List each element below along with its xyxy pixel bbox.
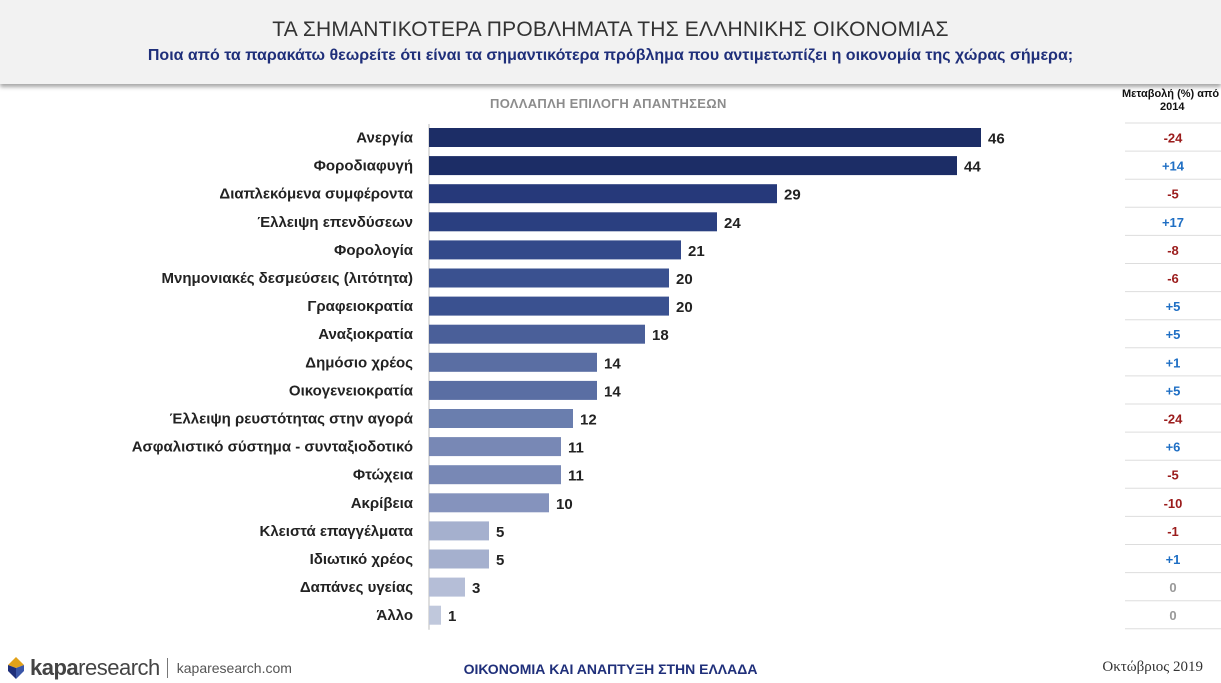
brand-bold: kapa xyxy=(30,655,79,680)
category-label: Ανεργία xyxy=(356,130,414,147)
bar xyxy=(429,156,957,176)
value-label: 44 xyxy=(964,159,981,176)
value-label: 20 xyxy=(676,271,693,288)
change-value-label: -1 xyxy=(1167,524,1179,539)
value-label: 21 xyxy=(688,243,705,260)
change-value-label: -6 xyxy=(1167,271,1179,286)
category-label: Έλλειψη ρευστότητας στην αγορά xyxy=(170,411,414,428)
bar xyxy=(429,268,669,288)
category-label: Γραφειοκρατία xyxy=(307,298,413,315)
category-label: Φτώχεια xyxy=(353,467,414,484)
change-header-line1: Μεταβολή (%) από xyxy=(1122,88,1220,100)
value-label: 5 xyxy=(496,524,504,541)
brand-light: research xyxy=(78,655,160,680)
change-value-label: +1 xyxy=(1166,552,1181,567)
change-value-label: +5 xyxy=(1166,383,1181,398)
header-band xyxy=(0,0,1221,84)
value-label: 18 xyxy=(652,327,669,344)
bar xyxy=(429,409,573,428)
value-label: 29 xyxy=(784,187,801,204)
bar xyxy=(429,380,597,400)
category-label: Δαπάνες υγείας xyxy=(300,579,413,596)
bar xyxy=(429,184,777,204)
value-label: 14 xyxy=(604,383,621,400)
value-label: 11 xyxy=(568,440,584,457)
value-label: 46 xyxy=(988,131,1005,148)
multiple-choice-note: ΠΟΛΛΑΠΛΗ ΕΠΙΛΟΓΗ ΑΠΑΝΤΗΣΕΩΝ xyxy=(490,96,727,111)
value-label: 10 xyxy=(556,496,573,513)
bar xyxy=(429,240,681,260)
category-label: Ασφαλιστικό σύστημα - συνταξιοδοτικό xyxy=(132,439,413,456)
change-value-label: -24 xyxy=(1164,412,1184,427)
category-label: Έλλειψη επενδύσεων xyxy=(257,214,413,231)
brand-logo: kaparesearch kaparesearch.com xyxy=(8,655,292,681)
change-value-label: -5 xyxy=(1167,468,1179,483)
value-label: 1 xyxy=(448,608,456,625)
value-label: 24 xyxy=(724,215,741,232)
bar xyxy=(429,324,645,344)
footer-section-title: ΟΙΚΟΝΟΜΙΑ ΚΑΙ ΑΝΑΠΤΥΞΗ ΣΤΗΝ ΕΛΛΑΔΑ xyxy=(463,661,758,677)
change-value-label: +5 xyxy=(1166,299,1181,314)
category-label: Φοροδιαφυγή xyxy=(314,158,413,175)
category-label: Μνημονιακές δεσμεύσεις (λιτότητα) xyxy=(162,270,413,287)
change-value-label: +17 xyxy=(1162,215,1184,230)
bar xyxy=(429,352,597,372)
logo-separator xyxy=(166,658,168,678)
category-label: Ιδιωτικό χρέος xyxy=(310,551,414,568)
kapa-logo-icon xyxy=(8,657,24,679)
footer-date: Οκτώβριος 2019 xyxy=(1102,659,1203,675)
bar xyxy=(429,493,549,513)
value-label: 14 xyxy=(604,355,621,372)
change-value-label: +1 xyxy=(1166,355,1181,370)
brand-name: kaparesearch xyxy=(30,655,160,681)
bar xyxy=(429,437,561,457)
bar xyxy=(429,128,981,147)
change-value-label: +5 xyxy=(1166,327,1181,342)
change-header-line2: 2014 xyxy=(1160,101,1185,113)
category-label: Αναξιοκρατία xyxy=(318,326,414,343)
change-value-label: 0 xyxy=(1169,580,1176,595)
value-label: 20 xyxy=(676,299,693,316)
change-value-label: +6 xyxy=(1166,440,1181,455)
bar xyxy=(429,465,561,485)
value-label: 11 xyxy=(568,468,584,485)
change-value-label: -8 xyxy=(1167,243,1179,258)
bar xyxy=(429,577,465,597)
brand-url: kaparesearch.com xyxy=(176,660,292,676)
category-label: Δημόσιο χρέος xyxy=(305,354,413,371)
category-label: Φορολογία xyxy=(334,242,414,259)
bar xyxy=(429,296,669,316)
value-label: 12 xyxy=(580,412,597,429)
category-label: Άλλο xyxy=(377,607,414,624)
value-label: 3 xyxy=(472,580,480,597)
bar xyxy=(429,212,717,232)
bar xyxy=(429,605,441,625)
page-title: ΤΑ ΣΗΜΑΝΤΙΚΟΤΕΡΑ ΠΡΟΒΛΗΜΑΤΑ ΤΗΣ ΕΛΛΗΝΙΚΗ… xyxy=(272,18,949,41)
category-label: Οικογενειοκρατία xyxy=(289,382,414,399)
page-subtitle: Ποια από τα παρακάτω θεωρείτε ότι είναι … xyxy=(147,47,1074,64)
change-value-label: +14 xyxy=(1162,159,1185,174)
change-value-label: -5 xyxy=(1167,187,1179,202)
bar xyxy=(429,521,489,541)
value-label: 5 xyxy=(496,552,504,569)
change-column-header: Μεταβολή (%) από 2014 xyxy=(1122,88,1221,114)
change-value-label: -24 xyxy=(1164,131,1184,146)
change-value-label: 0 xyxy=(1169,608,1176,623)
change-value-label: -10 xyxy=(1164,496,1183,511)
category-label: Διαπλεκόμενα συμφέροντα xyxy=(219,186,413,203)
category-label: Ακρίβεια xyxy=(351,495,414,512)
category-label: Κλειστά επαγγέλματα xyxy=(260,523,414,540)
bar xyxy=(429,549,489,569)
